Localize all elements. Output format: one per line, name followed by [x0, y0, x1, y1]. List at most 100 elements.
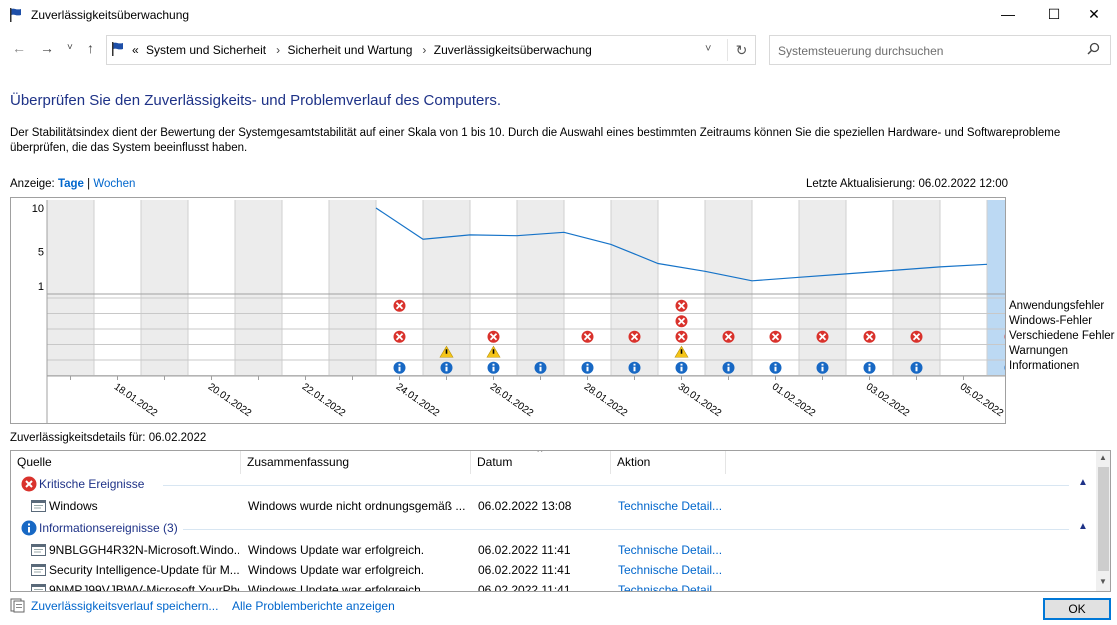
x-tick-label: 30.01.2022	[676, 381, 724, 419]
vertical-scrollbar[interactable]: ▲ ▼	[1096, 451, 1110, 591]
table-row[interactable]: Windows Windows wurde nicht ordnungsgemä…	[11, 496, 1096, 516]
info-icon-dot	[868, 363, 871, 366]
warning-icon-mark	[445, 349, 448, 354]
error-icon-cross	[912, 333, 921, 341]
day-column	[235, 200, 282, 376]
error-icon	[21, 476, 37, 495]
error-icon-cross	[677, 302, 686, 310]
minimize-button[interactable]: —	[1001, 6, 1015, 22]
day-column	[517, 200, 564, 376]
info-icon-mark	[398, 366, 401, 372]
cell-source: Security Intelligence-Update für M...	[49, 563, 239, 577]
info-icon-dot	[774, 363, 777, 366]
info-icon-mark	[727, 366, 730, 372]
technical-details-link[interactable]: Technische Detail...	[618, 543, 723, 557]
breadcrumb-overflow[interactable]: «	[132, 43, 139, 57]
column-source[interactable]: Quelle	[17, 455, 52, 469]
cell-source: 9NMPJ99VJBWV-Microsoft.YourPho...	[49, 583, 239, 592]
stability-index-line	[375, 207, 988, 282]
column-date[interactable]: Datum	[477, 455, 513, 469]
table-row[interactable]: Security Intelligence-Update für M... Wi…	[11, 560, 1096, 580]
error-icon-cross	[771, 333, 780, 341]
info-icon-mark	[680, 366, 683, 372]
search-icon[interactable]	[1087, 42, 1100, 58]
collapse-icon[interactable]: ▲	[1078, 521, 1088, 532]
technical-details-link[interactable]: Technische Detail...	[618, 583, 723, 592]
breadcrumb-security[interactable]: Sicherheit und Wartung	[287, 43, 413, 57]
address-dropdown-button[interactable]: ˅	[705, 43, 712, 55]
collapse-icon[interactable]: ▲	[1078, 477, 1088, 488]
scrollbar-thumb[interactable]	[1098, 467, 1109, 571]
page-description: Der Stabilitätsindex dient der Bewertung…	[10, 127, 1061, 154]
cell-date: 06.02.2022 11:41	[478, 583, 571, 592]
column-divider[interactable]	[470, 451, 471, 474]
breadcrumb-system[interactable]: System und Sicherheit	[146, 43, 267, 57]
x-tick-label: 18.01.2022	[112, 381, 160, 419]
info-icon-mark	[539, 366, 542, 372]
day-column	[282, 200, 329, 376]
table-header: Quelle Zusammenfassung Datum ˄ Aktion	[11, 451, 1096, 474]
error-icon-cross	[865, 333, 874, 341]
control-panel-icon	[110, 41, 126, 60]
technical-details-link[interactable]: Technische Detail...	[618, 499, 723, 513]
maximize-button[interactable]: ☐	[1047, 6, 1061, 22]
ok-button[interactable]: OK	[1043, 598, 1111, 620]
day-column	[611, 200, 658, 376]
error-icon-cross	[583, 333, 592, 341]
sort-icon: ˄	[537, 450, 543, 456]
up-button[interactable]: ↑	[87, 40, 94, 56]
x-tick-label: 03.02.2022	[864, 381, 912, 419]
table-row[interactable]: 9NMPJ99VJBWV-Microsoft.YourPho... Window…	[11, 580, 1096, 592]
group-divider	[183, 529, 1069, 530]
x-tick-label: 28.01.2022	[582, 381, 630, 419]
view-days-link[interactable]: Tage	[57, 178, 84, 190]
info-icon-dot	[586, 363, 589, 366]
table-row[interactable]: 9NBLGGH4R32N-Microsoft.Windo... Windows …	[11, 540, 1096, 560]
y-tick-label: 1	[38, 281, 44, 293]
column-divider[interactable]	[610, 451, 611, 474]
recent-locations-button[interactable]: ˅	[67, 42, 73, 53]
search-input[interactable]: Systemsteuerung durchsuchen	[769, 35, 1111, 65]
error-icon-cross	[630, 333, 639, 341]
day-column	[846, 200, 893, 376]
back-button[interactable]: ←	[12, 40, 26, 56]
y-tick-label: 5	[38, 246, 44, 258]
details-table: Quelle Zusammenfassung Datum ˄ Aktion Kr…	[10, 450, 1111, 592]
reliability-chart-svg[interactable]: 10 5 1 18.01.2022 20.01.2022 22.01.2022 24.01.…	[11, 198, 1005, 423]
all-reports-link[interactable]: Alle Problemberichte anzeigen	[232, 599, 395, 613]
breadcrumb-reliability[interactable]: Zuverlässigkeitsüberwachung	[433, 43, 592, 57]
window-icon	[31, 500, 46, 515]
save-history-link[interactable]: Zuverlässigkeitsverlauf speichern...	[31, 599, 219, 613]
column-summary[interactable]: Zusammenfassung	[247, 455, 350, 469]
cell-summary: Windows Update war erfolgreich.	[248, 583, 425, 592]
close-button[interactable]: ✕	[1088, 6, 1100, 22]
group-header-critical[interactable]: Kritische Ereignisse ▲	[11, 474, 1096, 494]
error-icon-cross	[677, 317, 686, 325]
error-icon-cross	[395, 333, 404, 341]
legend-application-errors: Anwendungsfehler	[1009, 300, 1105, 312]
flag-icon	[8, 7, 24, 26]
cell-date: 06.02.2022 11:41	[478, 563, 571, 577]
last-update: Letzte Aktualisierung: 06.02.2022 12:00	[806, 178, 1009, 190]
group-title: Kritische Ereignisse	[39, 477, 145, 491]
details-label: Zuverlässigkeitsdetails für: 06.02.2022	[10, 432, 207, 444]
column-action[interactable]: Aktion	[617, 455, 651, 469]
y-tick-label: 10	[32, 203, 44, 215]
cell-source: 9NBLGGH4R32N-Microsoft.Windo...	[49, 543, 239, 557]
x-tick-label: 24.01.2022	[394, 381, 442, 419]
forward-button[interactable]: →	[40, 40, 54, 56]
technical-details-link[interactable]: Technische Detail...	[618, 563, 723, 577]
column-divider[interactable]	[725, 451, 726, 474]
breadcrumb-separator: ›	[422, 43, 427, 57]
address-bar[interactable]: « System und Sicherheit › Sicherheit und …	[106, 35, 756, 65]
refresh-button[interactable]: ↻	[727, 39, 755, 61]
reliability-chart[interactable]: 10 5 1 18.01.2022 20.01.2022 22.01.2022 24.01.…	[10, 197, 1006, 424]
info-icon-mark	[633, 366, 636, 372]
view-toggle: Anzeige: Tage | Wochen	[10, 178, 135, 190]
scroll-down-icon[interactable]: ▼	[1099, 577, 1107, 586]
day-column	[940, 200, 987, 376]
view-weeks-link[interactable]: Wochen	[93, 178, 136, 190]
scroll-up-icon[interactable]: ▲	[1099, 453, 1107, 462]
column-divider[interactable]	[240, 451, 241, 474]
group-header-information[interactable]: Informationsereignisse (3) ▲	[11, 518, 1096, 538]
